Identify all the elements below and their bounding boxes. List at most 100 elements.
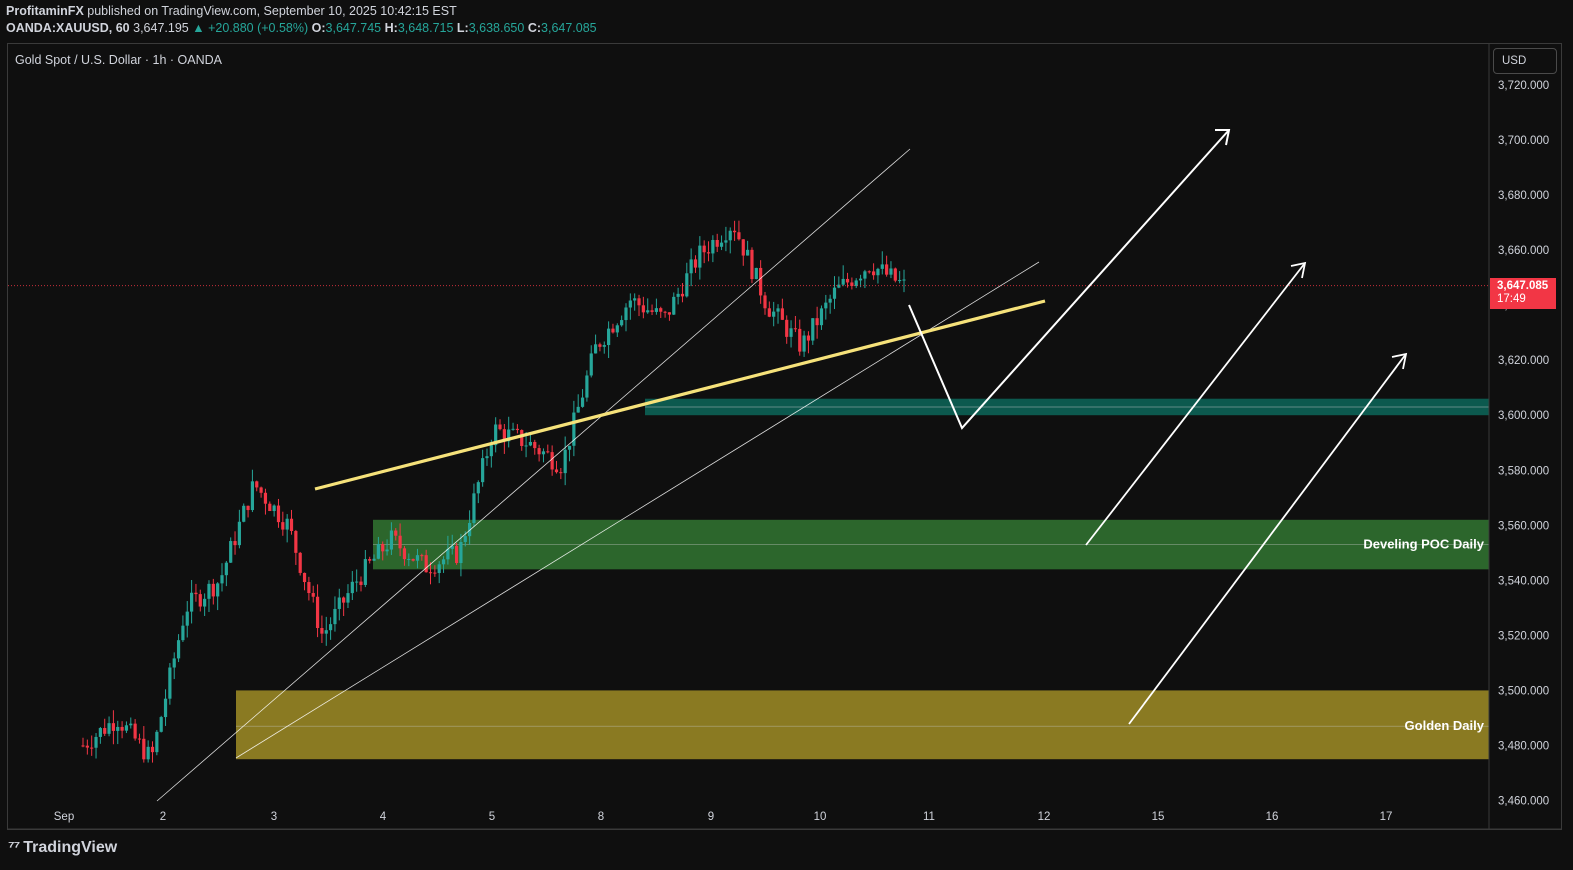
- candle-body: [450, 545, 454, 549]
- candle-body: [845, 278, 850, 283]
- candle-body: [176, 640, 181, 659]
- candle-body: [832, 287, 837, 299]
- candle-body: [359, 581, 363, 585]
- candle-body: [255, 481, 259, 488]
- candle-body: [285, 518, 289, 530]
- candle-body: [550, 452, 554, 470]
- candle-body: [763, 295, 767, 309]
- candle-body: [246, 505, 250, 511]
- author-name[interactable]: ProfitaminFX: [6, 4, 84, 18]
- candle-body: [146, 746, 150, 760]
- candle-body: [342, 597, 346, 603]
- candle-body: [520, 430, 524, 446]
- candle-body: [289, 518, 294, 532]
- price-tick-label: 3,700.000: [1498, 135, 1549, 147]
- price-tick-label: 3,480.000: [1498, 740, 1549, 752]
- candle-body: [746, 249, 750, 256]
- candle-body: [150, 746, 155, 753]
- candle-body: [90, 747, 94, 749]
- candle-body: [759, 267, 763, 296]
- candle-body: [446, 548, 450, 560]
- candle-body: [185, 611, 189, 626]
- candle-body: [307, 582, 311, 594]
- candle-body: [902, 279, 906, 281]
- candle-body: [407, 558, 411, 560]
- bar-countdown: 17:49: [1497, 293, 1526, 305]
- candle-body: [103, 728, 107, 734]
- low-value: 3,638.650: [468, 21, 525, 35]
- candle-body: [533, 441, 537, 449]
- candle-body: [850, 282, 854, 287]
- candle-body: [659, 308, 663, 312]
- candle-body: [711, 239, 715, 254]
- zones-layer: Develing POC Daily Golden Daily: [236, 398, 1489, 760]
- price-axis: 3,460.000 3,480.000 3,500.000 3,520.000 3,54…: [1488, 44, 1549, 829]
- candle-body: [372, 558, 376, 561]
- candle-body: [667, 312, 672, 315]
- candle-body: [233, 541, 237, 546]
- candle-body: [841, 278, 845, 285]
- candle-body: [646, 310, 650, 313]
- candle-body: [767, 308, 771, 317]
- price-tick-label: 3,560.000: [1498, 520, 1549, 532]
- candle-body: [706, 252, 711, 254]
- candle-body: [402, 548, 407, 560]
- candle-body: [537, 448, 541, 455]
- candle-body: [780, 308, 784, 320]
- time-tick-label: 16: [1266, 811, 1279, 823]
- candle-body: [94, 736, 98, 748]
- time-tick-label: 3: [271, 811, 277, 823]
- candle-body: [203, 598, 207, 607]
- last-price: 3,647.195: [133, 21, 189, 35]
- candle-body: [116, 726, 120, 731]
- projection-arrowhead-1: [1215, 129, 1231, 146]
- candle-body: [207, 583, 211, 599]
- currency-button[interactable]: USD: [1493, 48, 1557, 74]
- candle-body: [593, 344, 598, 354]
- candle-body: [137, 738, 142, 740]
- candle-body: [885, 264, 889, 275]
- candle-body: [498, 424, 502, 430]
- candle-body: [350, 581, 354, 594]
- time-tick-label: 15: [1152, 811, 1165, 823]
- candle-body: [546, 451, 550, 453]
- candle-body: [511, 428, 515, 430]
- candle-body: [168, 667, 172, 699]
- candle-body: [828, 298, 832, 303]
- candle-body: [602, 345, 606, 347]
- candle-body: [611, 328, 615, 333]
- candle-body: [98, 728, 102, 737]
- candle-body: [107, 723, 111, 734]
- candle-body: [381, 544, 385, 552]
- low-label: L:: [456, 21, 469, 35]
- candle-body: [806, 335, 811, 341]
- candle-body: [81, 745, 85, 747]
- candle-body: [772, 311, 776, 317]
- candle-body: [819, 308, 824, 326]
- candle-body: [563, 449, 567, 474]
- candle-body: [724, 240, 728, 243]
- price-tick-label: 3,680.000: [1498, 190, 1549, 202]
- candle-body: [229, 541, 233, 563]
- candle-body: [172, 658, 176, 668]
- candle-body: [793, 328, 798, 330]
- candle-body: [598, 344, 602, 347]
- candle-body: [876, 268, 880, 276]
- candle-body: [824, 302, 828, 309]
- candle-body: [737, 232, 741, 240]
- candle-body: [554, 469, 559, 473]
- candle-body: [159, 717, 163, 732]
- zone-rect: [236, 690, 1489, 760]
- candle-body: [276, 505, 281, 523]
- candle-body: [263, 492, 268, 504]
- candle-body: [281, 522, 285, 530]
- candle-body: [624, 307, 628, 321]
- candle-body: [680, 293, 685, 297]
- tradingview-brand[interactable]: ⁷⁷ TradingView: [8, 839, 117, 857]
- price-tick-label: 3,520.000: [1498, 630, 1549, 642]
- time-tick-label: 4: [380, 811, 387, 823]
- candle-body: [133, 723, 137, 739]
- candle-body: [559, 472, 563, 474]
- high-value: 3,648.715: [397, 21, 454, 35]
